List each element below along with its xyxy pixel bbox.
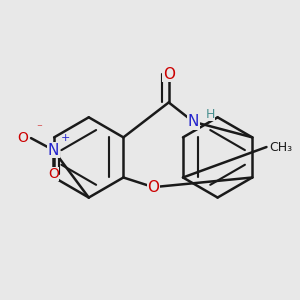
Text: O: O: [48, 167, 59, 181]
Text: +: +: [61, 133, 70, 142]
Text: O: O: [163, 67, 175, 82]
Text: ⁻: ⁻: [36, 124, 42, 134]
Text: N: N: [188, 114, 199, 129]
Text: O: O: [147, 180, 159, 195]
Text: N: N: [47, 142, 59, 158]
Text: H: H: [206, 108, 215, 121]
Text: O: O: [17, 131, 28, 145]
Text: CH₃: CH₃: [269, 140, 292, 154]
